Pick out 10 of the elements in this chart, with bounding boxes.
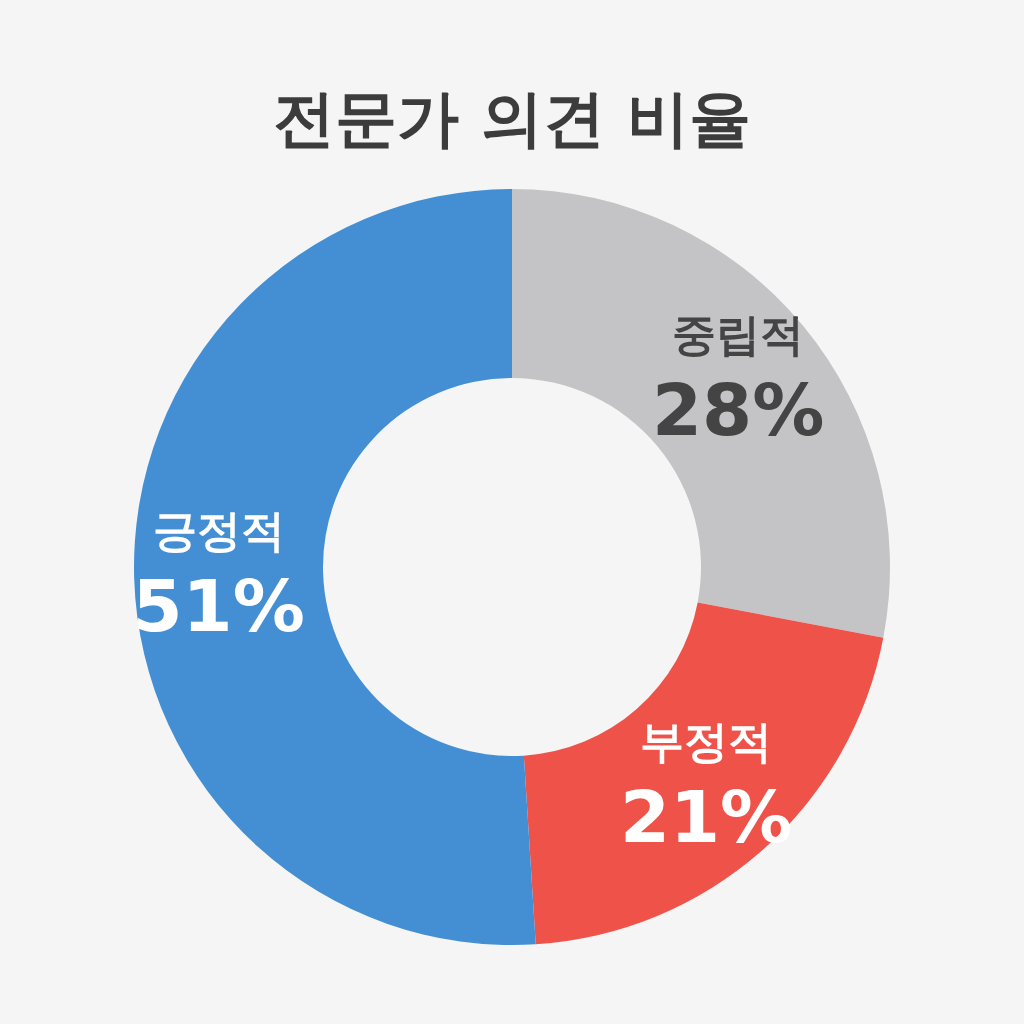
data-label: 28% (651, 367, 825, 452)
data-label: 21% (619, 775, 793, 860)
slice-label: 긍정적 (152, 505, 285, 557)
slice-label: 부정적 (640, 716, 773, 768)
chart-title: 전문가 의견 비율 (273, 82, 751, 155)
donut-slice (512, 189, 890, 638)
data-label: 51% (132, 564, 305, 649)
donut-slice (134, 189, 536, 945)
slice-label: 중립적 (672, 308, 805, 360)
donut-slice (523, 602, 884, 945)
